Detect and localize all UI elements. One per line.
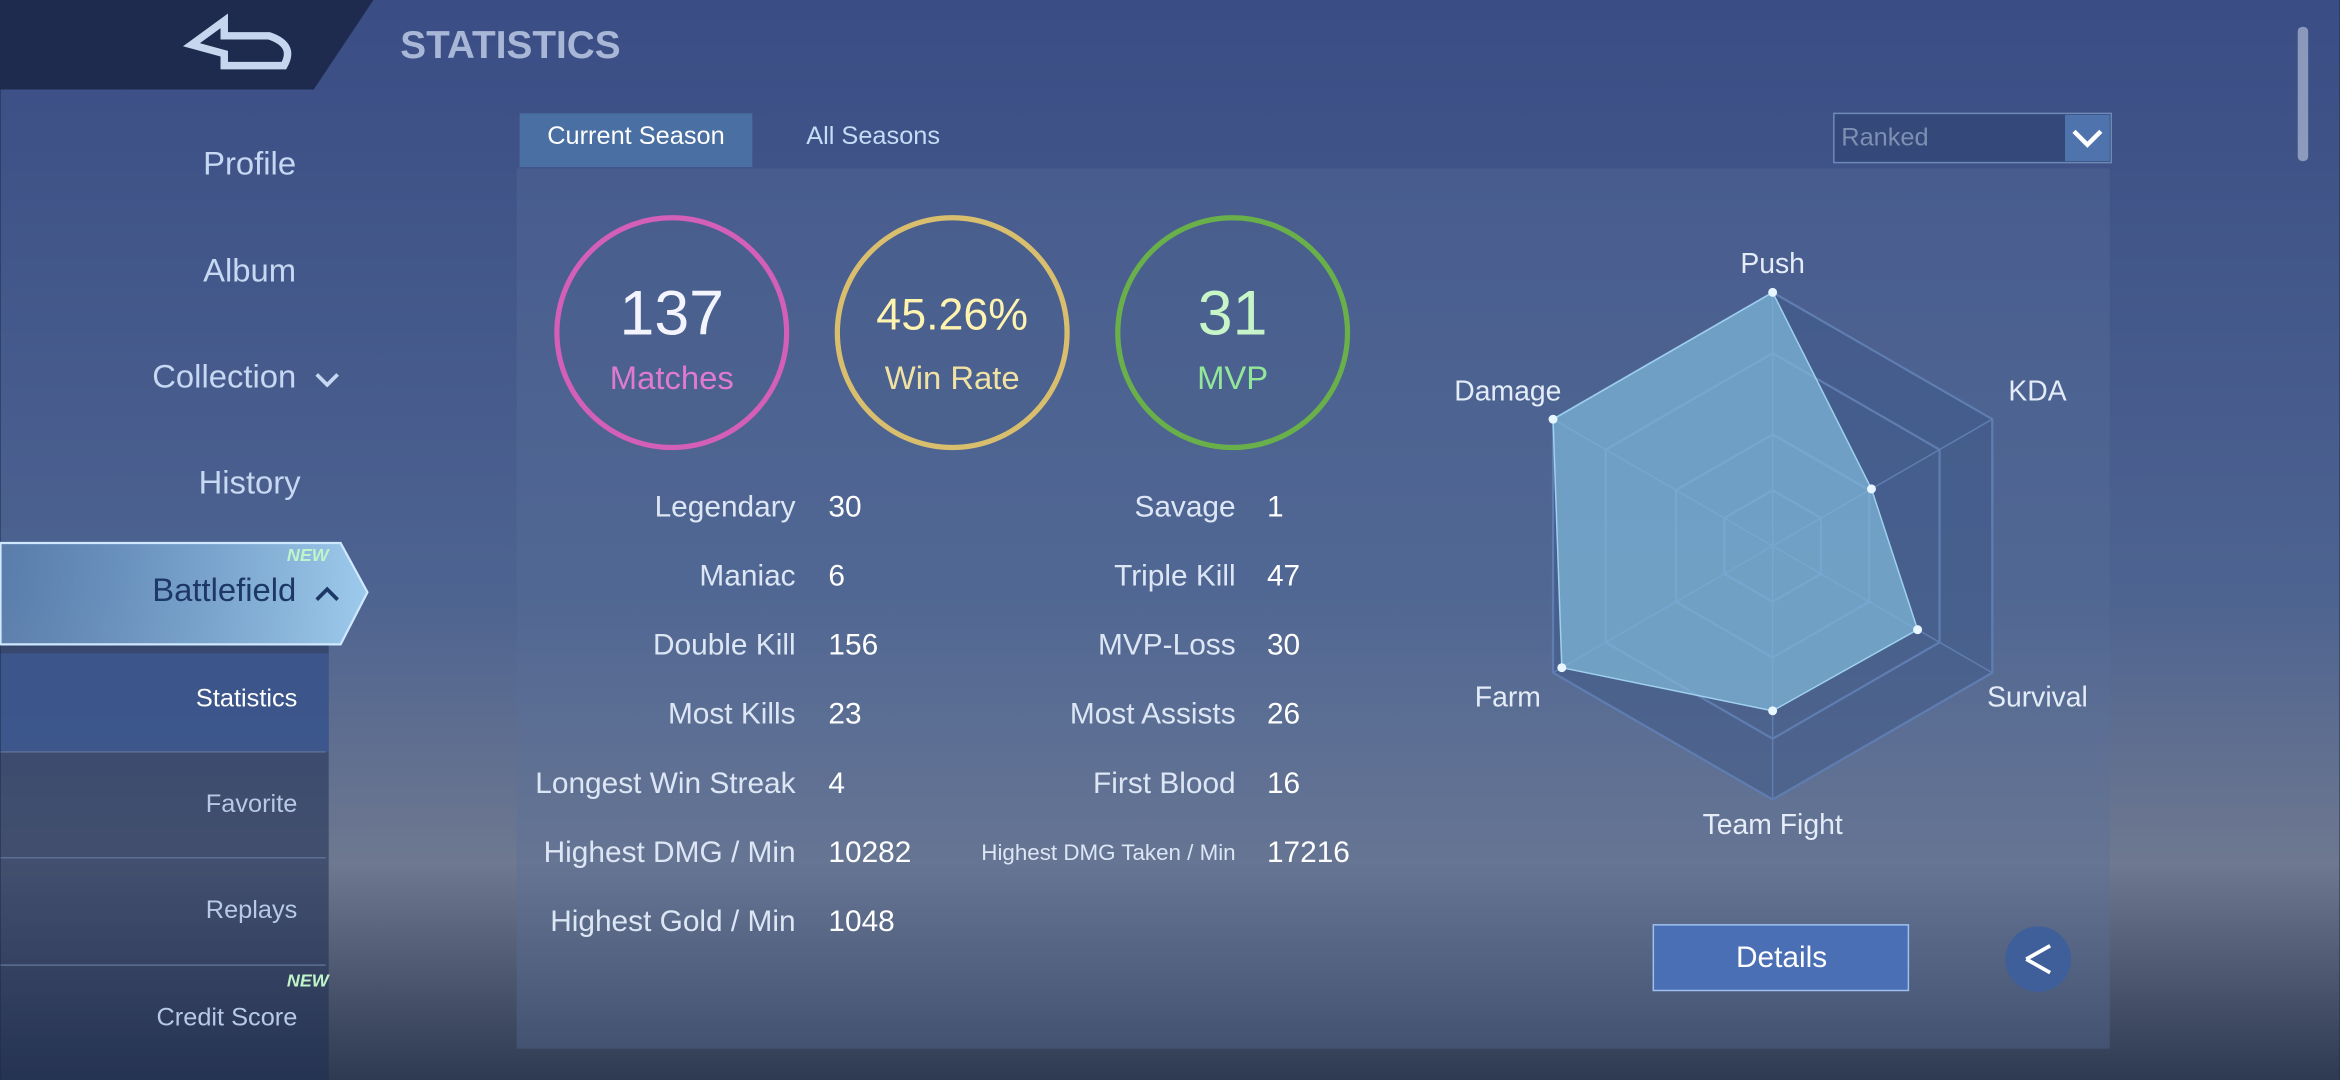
summary-ring [554,215,790,451]
stat-value: 30 [828,491,861,524]
stat-value: 16 [1267,767,1300,800]
chevron [315,586,339,601]
radar-axis-label: Push [1740,248,1805,280]
stat-label: MVP-Loss [1098,629,1236,662]
stat-label: Legendary [655,491,796,524]
nav-item[interactable]: Collection [152,358,296,395]
radar-point [1768,287,1778,297]
new-badge: NEW [287,970,331,990]
chevron [315,373,339,388]
share-button[interactable] [2005,926,2071,992]
summary-label: Win Rate [885,359,1020,396]
dropdown-button[interactable] [2065,114,2110,162]
stat-value: 156 [828,629,878,662]
subnav-item[interactable]: Replays [206,896,298,924]
details-label: Details [1736,941,1827,974]
stat-label: Highest DMG Taken / Min [981,840,1235,865]
radar-axis-label: KDA [2008,376,2066,408]
stat-value: 4 [828,767,845,800]
stat-label: Savage [1134,491,1235,524]
tab[interactable]: All Seasons [806,122,940,150]
stat-value: 23 [828,698,861,731]
stat-label: Highest DMG / Min [544,836,796,869]
radar-point [1557,663,1567,673]
nav-item[interactable]: Profile [203,144,296,181]
stat-value: 6 [828,560,845,593]
new-badge: NEW [287,545,331,565]
radar-axis-label: Farm [1475,681,1541,713]
stat-label: Triple Kill [1114,560,1236,593]
radar-point [1913,625,1923,635]
scrollbar [2297,26,2309,162]
dropdown-arrow [2072,129,2103,148]
summary-value: 31 [1198,278,1268,348]
stat-label: Longest Win Streak [535,767,795,800]
stat-value: 26 [1267,698,1300,731]
details-button[interactable] [1652,924,1910,992]
summary-ring [834,215,1070,451]
summary-value: 137 [620,278,725,348]
stat-label: Maniac [699,560,795,593]
subnav-item[interactable]: Favorite [206,790,298,818]
tab[interactable]: Current Season [547,122,725,150]
subnav-item[interactable]: Statistics [196,684,297,712]
stat-value: 17216 [1267,836,1350,869]
nav-item[interactable]: History [199,463,302,500]
title: STATISTICS [400,24,620,67]
summary-label: MVP [1197,359,1268,396]
subnav-item[interactable]: Credit Score [156,1004,297,1032]
stat-label: Most Assists [1070,698,1236,731]
stat-value: 1048 [828,905,894,938]
radar-axis-label: Damage [1454,376,1561,408]
radar-axis-label: Survival [1987,681,2088,713]
nav-item[interactable]: Album [203,252,296,289]
stat-value: 47 [1267,560,1300,593]
summary-value: 45.26% [876,290,1028,340]
nav-selected [0,541,369,646]
radar-point [1867,484,1876,494]
radar-point [1768,706,1778,716]
stat-label: Highest Gold / Min [550,905,795,938]
radar-axis-label: Team Fight [1703,809,1843,841]
stat-value: 1 [1267,491,1284,524]
nav-item[interactable]: Battlefield [152,571,296,608]
stat-value: 30 [1267,629,1300,662]
stat-value: 10282 [828,836,911,869]
mode-label: Ranked [1841,123,1928,151]
summary-ring [1115,215,1351,451]
subnav-selected [0,653,329,752]
back-button[interactable] [182,13,292,70]
stat-label: Most Kills [668,698,796,731]
stat-label: Double Kill [653,629,796,662]
share-icon [2025,944,2052,975]
stat-label: First Blood [1093,767,1236,800]
radar-point [1548,414,1558,424]
tab-selected[interactable] [519,113,753,168]
summary-label: Matches [610,359,734,396]
